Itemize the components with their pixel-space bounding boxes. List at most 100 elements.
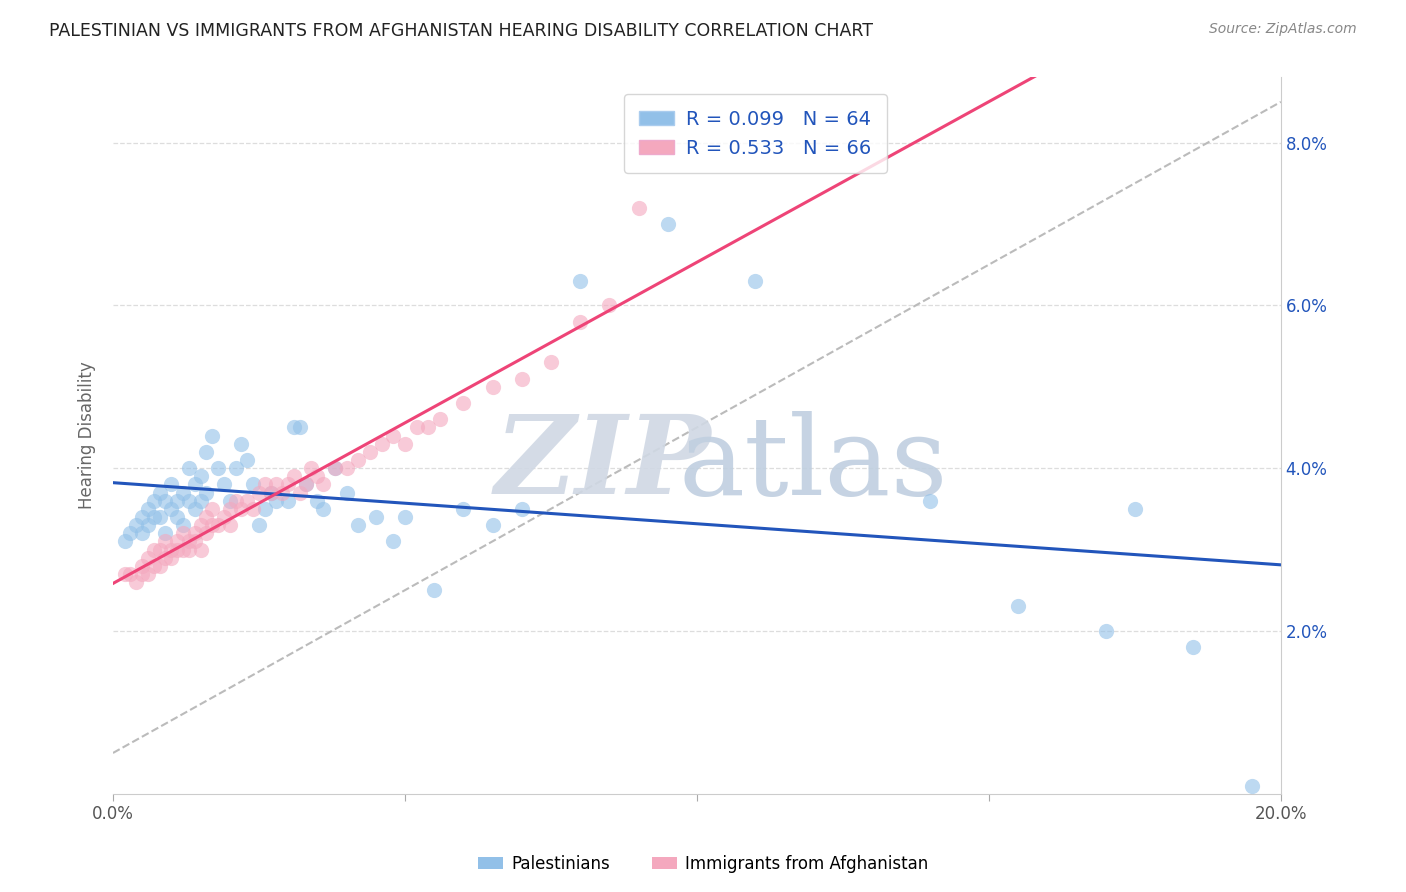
Point xyxy=(569,274,592,288)
Point xyxy=(190,518,212,533)
Point xyxy=(231,436,253,450)
Point xyxy=(190,493,212,508)
Point xyxy=(569,315,592,329)
Point xyxy=(323,461,346,475)
Point xyxy=(266,493,288,508)
Point xyxy=(212,477,235,491)
Text: Source: ZipAtlas.com: Source: ZipAtlas.com xyxy=(1209,22,1357,37)
Point xyxy=(301,461,323,475)
Point xyxy=(382,428,405,442)
Point xyxy=(418,420,440,434)
Point xyxy=(231,501,253,516)
Point xyxy=(183,501,205,516)
Point xyxy=(149,542,172,557)
Point xyxy=(136,501,159,516)
Point xyxy=(120,526,142,541)
Point xyxy=(218,493,240,508)
Point xyxy=(266,477,288,491)
Point xyxy=(183,526,205,541)
Point xyxy=(136,550,159,565)
Point xyxy=(131,558,153,573)
Point xyxy=(335,485,357,500)
Point xyxy=(259,485,281,500)
Point xyxy=(218,518,240,533)
Point xyxy=(142,558,165,573)
Point xyxy=(510,501,533,516)
Point xyxy=(149,485,172,500)
Point xyxy=(195,526,218,541)
Point xyxy=(744,274,766,288)
Point xyxy=(283,469,305,483)
Point xyxy=(201,518,224,533)
Point xyxy=(347,518,370,533)
Point xyxy=(657,217,679,231)
Point xyxy=(294,477,316,491)
Point xyxy=(155,493,177,508)
Point xyxy=(481,518,503,533)
Point xyxy=(242,477,264,491)
Point xyxy=(540,355,562,369)
Point xyxy=(183,534,205,549)
Point xyxy=(166,542,188,557)
Point xyxy=(283,420,305,434)
Point xyxy=(370,436,392,450)
Point xyxy=(394,436,416,450)
Point xyxy=(136,518,159,533)
Point xyxy=(172,518,194,533)
Point xyxy=(253,477,276,491)
Point xyxy=(225,493,247,508)
Point xyxy=(183,477,205,491)
Point xyxy=(195,445,218,459)
Point xyxy=(225,461,247,475)
Point xyxy=(920,493,942,508)
Legend: Palestinians, Immigrants from Afghanistan: Palestinians, Immigrants from Afghanista… xyxy=(471,848,935,880)
Point xyxy=(172,526,194,541)
Point xyxy=(142,510,165,524)
Point xyxy=(136,566,159,581)
Point xyxy=(382,534,405,549)
Point xyxy=(177,542,200,557)
Point xyxy=(166,510,188,524)
Point xyxy=(307,469,329,483)
Point xyxy=(598,298,620,312)
Y-axis label: Hearing Disability: Hearing Disability xyxy=(79,361,96,509)
Point xyxy=(155,550,177,565)
Point xyxy=(212,510,235,524)
Point xyxy=(627,201,650,215)
Point xyxy=(195,510,218,524)
Point xyxy=(172,485,194,500)
Point xyxy=(160,501,183,516)
Point xyxy=(271,485,294,500)
Point xyxy=(405,420,427,434)
Point xyxy=(236,493,259,508)
Point xyxy=(236,453,259,467)
Point xyxy=(120,566,142,581)
Point xyxy=(335,461,357,475)
Point xyxy=(160,477,183,491)
Point xyxy=(294,477,316,491)
Point xyxy=(312,477,335,491)
Point xyxy=(177,461,200,475)
Point xyxy=(259,485,281,500)
Point xyxy=(510,371,533,385)
Point xyxy=(481,380,503,394)
Point xyxy=(177,534,200,549)
Point xyxy=(207,518,229,533)
Point xyxy=(307,493,329,508)
Point xyxy=(1123,501,1146,516)
Point xyxy=(207,461,229,475)
Point xyxy=(166,534,188,549)
Point xyxy=(429,412,451,426)
Point xyxy=(242,501,264,516)
Point xyxy=(172,542,194,557)
Point xyxy=(359,445,381,459)
Point xyxy=(125,518,148,533)
Point xyxy=(190,469,212,483)
Point xyxy=(247,485,270,500)
Point xyxy=(277,493,299,508)
Point xyxy=(142,542,165,557)
Point xyxy=(312,501,335,516)
Point xyxy=(201,428,224,442)
Point xyxy=(155,526,177,541)
Point xyxy=(131,566,153,581)
